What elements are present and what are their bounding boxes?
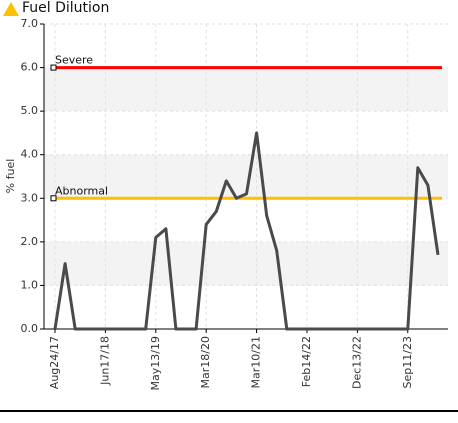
x-tick-label: Jun17/18 <box>98 336 111 386</box>
x-tick-label: Aug24/17 <box>48 336 61 389</box>
plot-band <box>44 24 448 68</box>
plot-band <box>44 198 448 242</box>
reference-marker <box>50 195 57 202</box>
reference-marker <box>50 64 57 71</box>
y-tick-label: 6.0 <box>21 61 39 74</box>
y-tick-label: 0.0 <box>21 322 39 335</box>
x-tick-label: Mar10/21 <box>250 336 263 388</box>
series-line <box>53 131 440 331</box>
x-tick-label: Feb14/22 <box>300 336 313 387</box>
x-tick-label: Mar18/20 <box>199 336 212 388</box>
warning-icon <box>3 2 19 16</box>
y-axis-label: % fuel <box>4 159 17 194</box>
plot-band <box>44 111 448 155</box>
x-tick-label: May13/19 <box>149 336 162 390</box>
x-ticks: Aug24/17 Jun17/18 May13/19 Mar18/20 Mar10/21… <box>48 329 414 390</box>
y-tick-label: 1.0 <box>21 278 39 291</box>
y-tick-label: 5.0 <box>21 104 39 117</box>
y-tick-label: 4.0 <box>21 148 39 161</box>
plot-band <box>44 285 448 329</box>
y-tick-label: 7.0 <box>21 17 39 30</box>
chart-header: Fuel Dilution <box>3 0 109 16</box>
y-tick-label: 2.0 <box>21 235 39 248</box>
reference-label: Severe <box>55 54 93 67</box>
chart-title: Fuel Dilution <box>22 0 109 16</box>
series-lines <box>53 131 440 331</box>
x-tick-label: Dec13/22 <box>350 336 363 389</box>
plot-background-bands <box>44 24 448 329</box>
plot-band <box>44 67 448 112</box>
y-ticks: 0.0 1.0 2.0 3.0 4.0 5.0 6.0 7.0 <box>21 17 44 335</box>
x-tick-label: Sep11/23 <box>401 336 414 388</box>
reference-label: Abnormal <box>55 184 108 197</box>
plot-band <box>44 241 448 286</box>
reference-lines: Severe Abnormal <box>50 54 442 202</box>
y-tick-label: 3.0 <box>21 191 39 204</box>
